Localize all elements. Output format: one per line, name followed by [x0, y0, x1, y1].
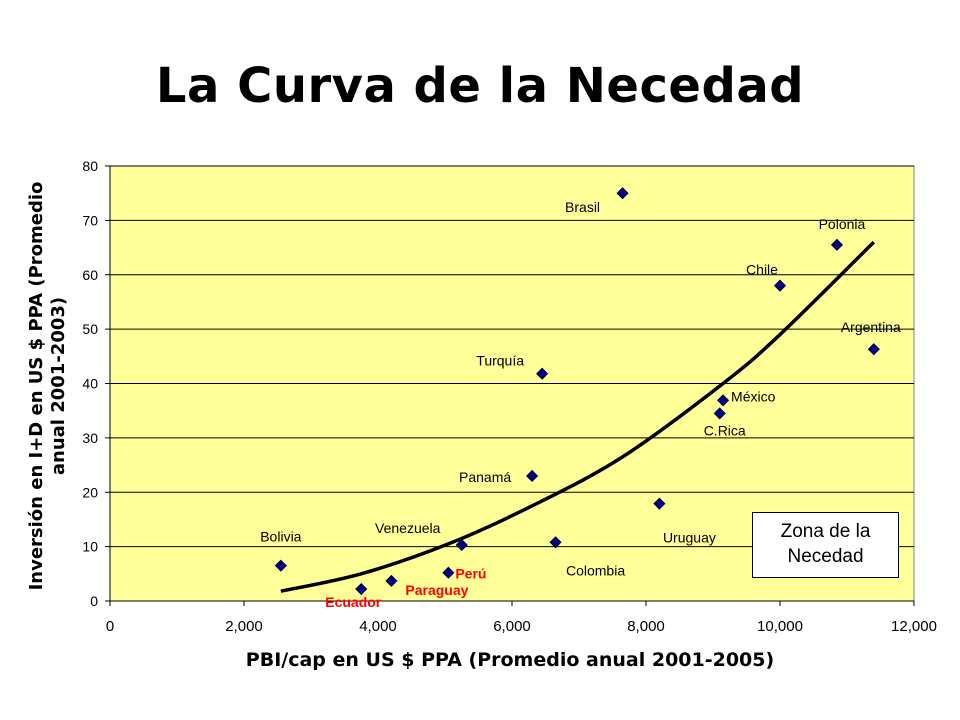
- data-point: [455, 538, 468, 552]
- data-point: [355, 582, 368, 596]
- y-axis-label-line1: Inversión en I+D en US $ PPA (Promedio: [26, 182, 47, 591]
- data-point: [274, 559, 287, 572]
- x-axis-label: PBI/cap en US $ PPA (Promedio anual 2001…: [246, 649, 774, 671]
- data-label: Argentina: [841, 319, 901, 335]
- axes: 0 10 20 30 40 50 60 70 80 0 2,000 4,000 6,000 8,000 10…: [82, 158, 937, 635]
- y-tick-label: 50: [82, 321, 98, 337]
- y-tick-label: 80: [82, 158, 98, 174]
- x-tick-label: 0: [106, 618, 114, 635]
- trend-curve: [280, 240, 876, 593]
- data-label: Uruguay: [663, 530, 716, 546]
- data-label: Turquía: [476, 353, 524, 369]
- data-point: [716, 394, 730, 407]
- data-point: [773, 279, 787, 292]
- data-label: C.Rica: [704, 422, 746, 438]
- zone-annotation: Zona de la Necedad: [752, 512, 899, 578]
- y-tick-label: 10: [82, 539, 98, 555]
- data-label: Ecuador: [325, 594, 382, 610]
- data-label: Perú: [455, 566, 486, 582]
- data-point: [653, 497, 666, 510]
- data-label: Panamá: [459, 469, 511, 485]
- x-tick-label: 2,000: [225, 618, 263, 635]
- data-point: [830, 238, 844, 251]
- y-axis-label-line2: anual 2001-2003): [48, 297, 69, 475]
- data-label: Chile: [746, 262, 778, 278]
- data-label: Brasil: [565, 199, 600, 215]
- x-tick-label: 8,000: [627, 618, 665, 635]
- data-point: [867, 343, 880, 356]
- data-point: [713, 407, 726, 420]
- data-label: Polonia: [819, 216, 866, 232]
- gridlines: [110, 165, 914, 548]
- data-points: [274, 187, 880, 596]
- x-tick-label: 10,000: [757, 618, 803, 635]
- data-point: [549, 536, 562, 549]
- zone-annotation-line1: Zona de la: [780, 521, 871, 542]
- y-tick-label: 70: [82, 212, 98, 228]
- y-tick-label: 30: [82, 430, 98, 446]
- data-label: México: [731, 388, 776, 404]
- data-label: Paraguay: [405, 582, 468, 598]
- zone-annotation-line2: Necedad: [787, 546, 864, 567]
- data-point: [536, 367, 549, 380]
- y-tick-label: 60: [82, 267, 98, 283]
- y-tick-label: 0: [90, 593, 98, 609]
- data-label: Bolivia: [260, 529, 301, 545]
- data-point: [442, 566, 455, 579]
- y-tick-label: 40: [82, 376, 98, 392]
- data-point: [616, 187, 629, 200]
- chart-title: La Curva de la Necedad: [155, 58, 805, 114]
- x-tick-label: 4,000: [359, 618, 397, 635]
- data-label: Venezuela: [375, 520, 441, 536]
- x-tick-label: 6,000: [493, 618, 531, 635]
- data-point: [526, 469, 539, 483]
- x-tick-label: 12,000: [891, 618, 937, 635]
- data-label: Colombia: [566, 562, 625, 578]
- data-point: [385, 574, 398, 587]
- y-tick-label: 20: [82, 484, 98, 500]
